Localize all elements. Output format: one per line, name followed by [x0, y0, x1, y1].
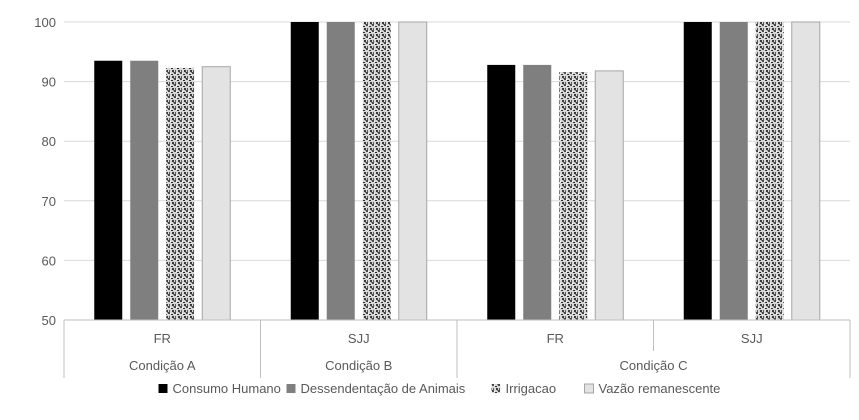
bar: [166, 67, 195, 320]
bar: [398, 21, 428, 321]
legend-swatch: [491, 384, 501, 393]
group-label: Condição C: [620, 358, 688, 373]
bar: [290, 22, 319, 320]
legend-label: Vazão remanescente: [599, 381, 721, 396]
bar: [791, 21, 821, 321]
bar: [94, 60, 123, 321]
y-tick-label: 100: [34, 15, 56, 30]
legend-swatch: [158, 384, 168, 393]
bars: [94, 21, 821, 321]
group-label: Condição B: [325, 358, 392, 373]
bar: [683, 22, 712, 320]
bar: [559, 72, 588, 321]
y-tick-label: 50: [42, 313, 56, 328]
legend: Consumo Humano Dessendentação de Animais I…: [158, 381, 721, 396]
y-tick-label: 90: [42, 75, 56, 90]
y-axis-tick-labels: 50 60 70 80 90 100: [34, 15, 56, 328]
bar: [487, 64, 516, 320]
group-label: Condição A: [129, 358, 196, 373]
legend-swatch: [286, 384, 296, 393]
y-tick-label: 70: [42, 194, 56, 209]
bar: [594, 70, 624, 321]
x-tick-label: SJJ: [741, 331, 763, 346]
x-tick-label: FR: [547, 331, 564, 346]
x-axis: FR SJJ FR SJJ Condição A Condição B Condição C: [63, 319, 851, 378]
bar: [523, 64, 552, 320]
bar: [362, 22, 391, 320]
legend-swatch: [584, 383, 594, 394]
y-tick-label: 60: [42, 253, 56, 268]
legend-label: Irrigacao: [506, 381, 557, 396]
bar: [201, 66, 231, 321]
bar: [755, 22, 784, 320]
bar: [326, 22, 355, 320]
x-tick-label: FR: [154, 331, 171, 346]
legend-label: Consumo Humano: [173, 381, 281, 396]
legend-label: Dessendentação de Animais: [301, 381, 466, 396]
x-tick-label: SJJ: [348, 331, 370, 346]
bar: [130, 60, 159, 321]
bar: [719, 22, 748, 320]
y-tick-label: 80: [42, 134, 56, 149]
